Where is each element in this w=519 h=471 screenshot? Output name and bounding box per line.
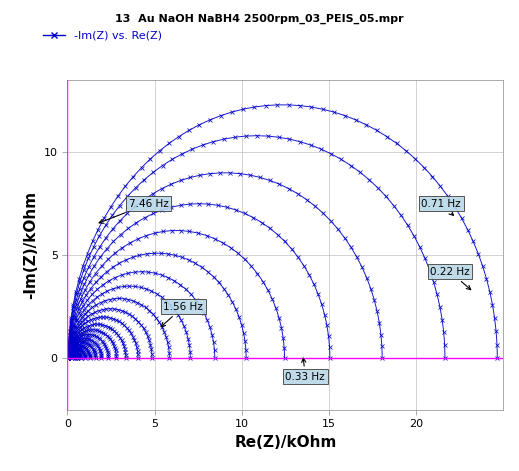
Legend: -Im(Z) vs. Re(Z): -Im(Z) vs. Re(Z) (38, 26, 166, 45)
Y-axis label: -Im(Z)/kOhm: -Im(Z)/kOhm (23, 191, 38, 299)
X-axis label: Re(Z)/kOhm: Re(Z)/kOhm (234, 435, 337, 450)
Text: 13  Au NaOH NaBH4 2500rpm_03_PEIS_05.mpr: 13 Au NaOH NaBH4 2500rpm_03_PEIS_05.mpr (115, 14, 404, 24)
Text: 0.71 Hz: 0.71 Hz (421, 199, 461, 215)
Text: 7.46 Hz: 7.46 Hz (99, 199, 168, 223)
Text: 1.56 Hz: 1.56 Hz (161, 302, 203, 327)
Text: 0.22 Hz: 0.22 Hz (430, 267, 471, 290)
Text: 0.33 Hz: 0.33 Hz (285, 358, 325, 382)
